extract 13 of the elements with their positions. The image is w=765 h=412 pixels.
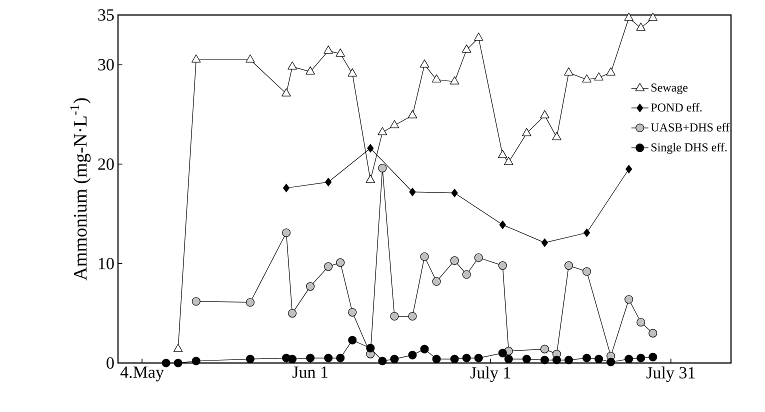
- y-tick-label: 0: [106, 357, 114, 369]
- legend-label: Single DHS eff.: [651, 142, 727, 154]
- x-tick-label: July 31: [646, 366, 695, 382]
- y-tick-label: 30: [98, 58, 114, 70]
- y-tick-label: 20: [98, 158, 114, 170]
- y-tick-label: 35: [98, 9, 114, 21]
- x-tick-label: 4.May: [120, 366, 164, 382]
- y-axis-title: Ammonium (mg-N·L$^{-1}$): [70, 98, 91, 280]
- x-tick-label: Jun 1: [292, 366, 328, 378]
- legend-label: POND eff.: [651, 102, 702, 112]
- legend-label: Sewage: [651, 84, 688, 94]
- y-tick-label: 10: [98, 258, 114, 270]
- x-tick-label: July 1: [470, 366, 510, 382]
